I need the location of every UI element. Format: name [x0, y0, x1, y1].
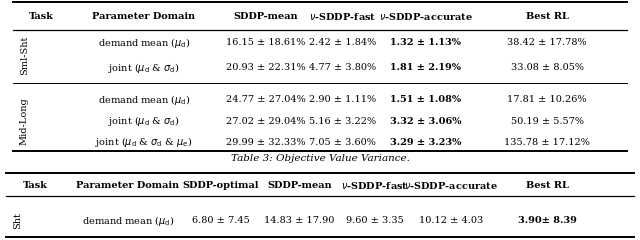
Text: joint ($\mu_{\mathrm{d}}$ & $\sigma_{\mathrm{d}}$ & $\mu_{\mathrm{e}}$): joint ($\mu_{\mathrm{d}}$ & $\sigma_{\ma…	[95, 136, 193, 150]
Text: 50.19 ± 5.57%: 50.19 ± 5.57%	[511, 117, 584, 126]
Text: Parameter Domain: Parameter Domain	[92, 12, 196, 20]
Text: Mid-Long: Mid-Long	[20, 97, 29, 145]
Text: joint ($\mu_{\mathrm{d}}$ & $\sigma_{\mathrm{d}}$): joint ($\mu_{\mathrm{d}}$ & $\sigma_{\ma…	[108, 61, 180, 75]
Text: 5.16 ± 3.22%: 5.16 ± 3.22%	[309, 117, 376, 126]
Text: Best RL: Best RL	[526, 12, 568, 20]
Text: SDDP-mean: SDDP-mean	[268, 181, 332, 190]
Text: 3.29 ± 3.23%: 3.29 ± 3.23%	[390, 138, 461, 147]
Text: 4.77 ± 3.80%: 4.77 ± 3.80%	[309, 63, 376, 72]
Text: 24.77 ± 27.04%: 24.77 ± 27.04%	[226, 95, 305, 104]
Text: Task: Task	[23, 181, 47, 190]
Text: 16.15 ± 18.61%: 16.15 ± 18.61%	[226, 38, 305, 47]
Text: 7.05 ± 3.60%: 7.05 ± 3.60%	[309, 138, 376, 147]
Text: Table 3: Objective Value Variance.: Table 3: Objective Value Variance.	[230, 154, 410, 163]
Text: 20.93 ± 22.31%: 20.93 ± 22.31%	[226, 63, 305, 72]
Text: $\nu$-SDDP-fast: $\nu$-SDDP-fast	[308, 11, 376, 22]
Text: Best RL: Best RL	[526, 181, 568, 190]
Text: $\nu$-SDDP-accurate: $\nu$-SDDP-accurate	[379, 11, 472, 22]
Text: 9.60 ± 3.35: 9.60 ± 3.35	[346, 216, 403, 225]
Text: Task: Task	[29, 12, 54, 20]
Text: 1.81 ± 2.19%: 1.81 ± 2.19%	[390, 63, 461, 72]
Text: SDDP-mean: SDDP-mean	[234, 12, 298, 20]
Text: 1.32 ± 1.13%: 1.32 ± 1.13%	[390, 38, 461, 47]
Text: demand mean ($\mu_{\mathrm{d}}$): demand mean ($\mu_{\mathrm{d}}$)	[82, 214, 174, 228]
Text: demand mean ($\mu_{\mathrm{d}}$): demand mean ($\mu_{\mathrm{d}}$)	[98, 36, 190, 50]
Text: 3.90± 8.39: 3.90± 8.39	[518, 216, 577, 225]
Text: 135.78 ± 17.12%: 135.78 ± 17.12%	[504, 138, 590, 147]
Text: Parameter Domain: Parameter Domain	[76, 181, 180, 190]
Text: 38.42 ± 17.78%: 38.42 ± 17.78%	[508, 38, 587, 47]
Text: 2.42 ± 1.84%: 2.42 ± 1.84%	[308, 38, 376, 47]
Text: 33.08 ± 8.05%: 33.08 ± 8.05%	[511, 63, 584, 72]
Text: 2.90 ± 1.11%: 2.90 ± 1.11%	[309, 95, 376, 104]
Text: SDDP-optimal: SDDP-optimal	[182, 181, 259, 190]
Text: $\nu$-SDDP-fast: $\nu$-SDDP-fast	[340, 180, 408, 191]
Text: Sml-Sht: Sml-Sht	[20, 36, 29, 75]
Text: Sht: Sht	[13, 212, 22, 229]
Text: 17.81 ± 10.26%: 17.81 ± 10.26%	[508, 95, 587, 104]
Text: demand mean ($\mu_{\mathrm{d}}$): demand mean ($\mu_{\mathrm{d}}$)	[98, 93, 190, 107]
Text: $\nu$-SDDP-accurate: $\nu$-SDDP-accurate	[404, 180, 498, 191]
Text: 29.99 ± 32.33%: 29.99 ± 32.33%	[226, 138, 305, 147]
Text: 14.83 ± 17.90: 14.83 ± 17.90	[264, 216, 335, 225]
Text: 3.32 ± 3.06%: 3.32 ± 3.06%	[390, 117, 461, 126]
Text: 27.02 ± 29.04%: 27.02 ± 29.04%	[226, 117, 305, 126]
Text: 6.80 ± 7.45: 6.80 ± 7.45	[192, 216, 250, 225]
Text: 10.12 ± 4.03: 10.12 ± 4.03	[419, 216, 483, 225]
Text: joint ($\mu_{\mathrm{d}}$ & $\sigma_{\mathrm{d}}$): joint ($\mu_{\mathrm{d}}$ & $\sigma_{\ma…	[108, 114, 180, 128]
Text: 1.51 ± 1.08%: 1.51 ± 1.08%	[390, 95, 461, 104]
